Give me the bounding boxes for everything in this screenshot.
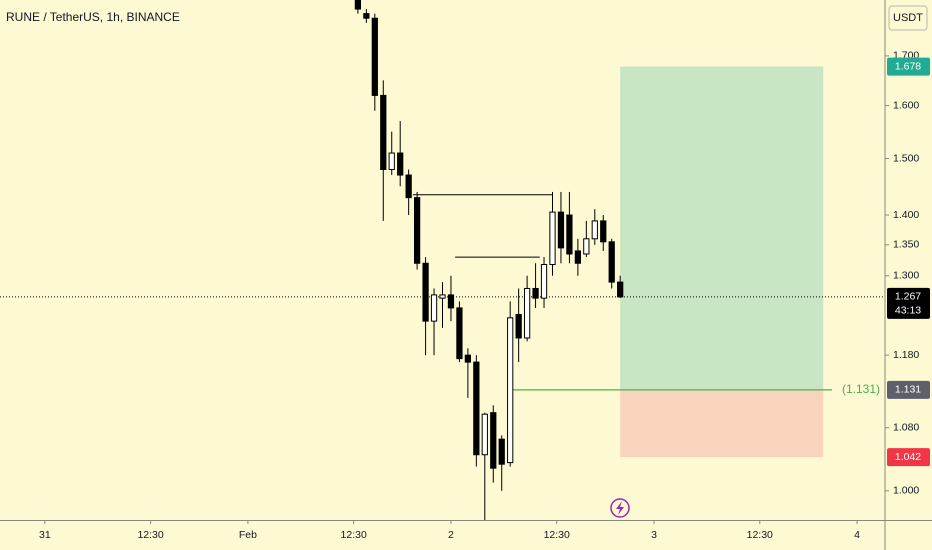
profit-zone [620,66,824,390]
candle-body [498,438,505,465]
candle-body [397,152,404,176]
y-tick-label: 1.080 [893,422,919,434]
candle-body [481,413,488,456]
x-tick-label: 3 [651,529,657,541]
currency-box[interactable] [888,5,928,31]
x-tick-label: Feb [239,529,257,541]
candle-body [617,281,624,298]
alert-icon[interactable] [610,498,630,518]
candle-body [439,294,446,299]
candle-body [566,214,573,255]
y-tick-label: 1.600 [893,99,919,111]
candle-body [540,263,548,299]
x-tick-label: 12:30 [341,529,367,541]
price-label-box [887,57,930,76]
candle-body [532,287,539,299]
x-tick-label: 12:30 [544,529,570,541]
candle-body [405,174,412,199]
candle-body [523,287,531,339]
price-label: 1.131 [895,384,921,396]
candle-body [371,17,378,96]
candle-body [507,317,514,464]
candle-body [430,294,438,322]
loss-zone [620,389,824,458]
candle-body [363,13,370,19]
y-tick-label: 1.400 [893,209,919,221]
price-label-box [887,287,930,319]
x-tick-label: 12:30 [137,529,163,541]
plot-area: (1.131) [0,0,885,520]
candle-body [380,94,387,170]
y-tick-label: 1.350 [893,239,919,251]
candle-body [456,307,463,360]
price-label-box [887,448,930,467]
y-tick-label: 1.500 [893,152,919,164]
candle-body [515,313,522,339]
x-tick-label: 4 [854,529,860,541]
candle-body [388,152,395,170]
y-tick-label: 1.000 [893,485,919,497]
candle-body [549,211,556,265]
candle-body [422,262,429,322]
candle-body [583,238,590,255]
price-label: 1.678 [895,60,921,72]
x-tick-label: 2 [448,529,454,541]
y-tick-label: 1.300 [893,270,919,282]
y-tick-label: 1.180 [893,349,919,361]
candle-body [413,197,421,264]
x-tick-label: 31 [39,529,51,541]
candle-body [447,294,455,309]
x-tick-label: 12:30 [747,529,773,541]
candle-body [557,211,565,249]
candle-body [490,412,497,469]
entry-annotation: (1.131) [842,382,880,396]
currency: USDT [893,12,923,24]
countdown: 43:13 [895,305,921,317]
candle-body [591,220,598,240]
candle-body [574,250,581,264]
chart-title: RUNE / TetherUS, 1h, BINANCE [6,10,180,24]
candle-body [354,0,362,10]
price-label: 1.267 [895,291,921,303]
candle-body [473,361,480,456]
candle-body [608,241,615,283]
candle-body [464,354,472,363]
price-label-box [887,380,930,399]
candle-body [600,220,607,243]
price-label: 1.042 [895,451,921,463]
